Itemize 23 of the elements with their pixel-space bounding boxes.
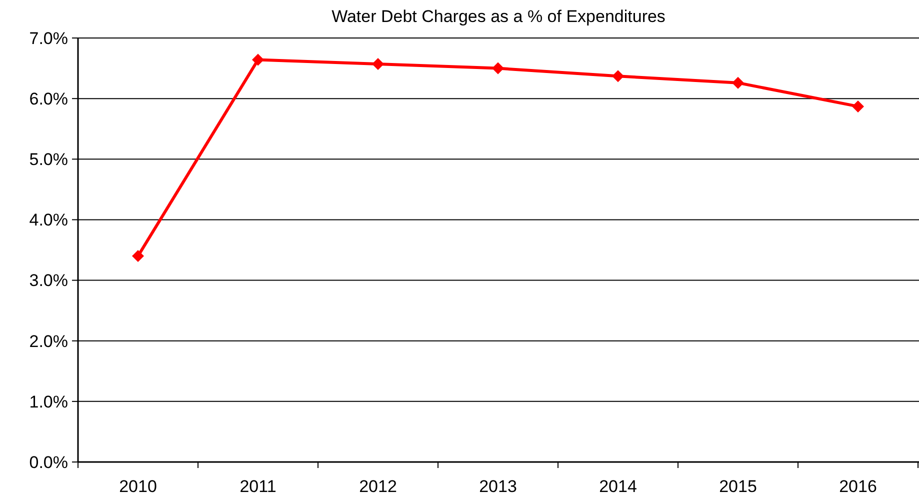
y-tick-label: 6.0%: [29, 90, 68, 109]
y-tick-label: 1.0%: [29, 392, 68, 412]
x-tick-label: 2014: [599, 477, 637, 496]
x-tick-label: 2011: [240, 477, 276, 496]
x-tick-label: 2010: [119, 477, 157, 496]
point: [612, 70, 624, 82]
y-tick-label: 5.0%: [29, 150, 68, 170]
x-tick-label: 2013: [479, 477, 517, 496]
y-tick-label: 7.0%: [29, 28, 68, 48]
point: [132, 250, 144, 262]
x-tick-label: 2012: [359, 477, 397, 496]
point: [852, 100, 864, 112]
y-tick-label: 3.0%: [29, 271, 68, 290]
y-tick-label: 4.0%: [29, 210, 68, 230]
point: [732, 76, 744, 89]
x-tick-label: 2016: [839, 477, 877, 496]
point: [492, 62, 504, 74]
point: [372, 58, 384, 70]
chart-title: Water Debt Charges as a % of Expenditures: [332, 7, 666, 26]
y-tick-label: 2.0%: [29, 332, 68, 351]
x-tick-label: 2015: [719, 477, 757, 496]
y-tick-label: 0.0%: [29, 452, 68, 472]
point: [252, 54, 264, 66]
